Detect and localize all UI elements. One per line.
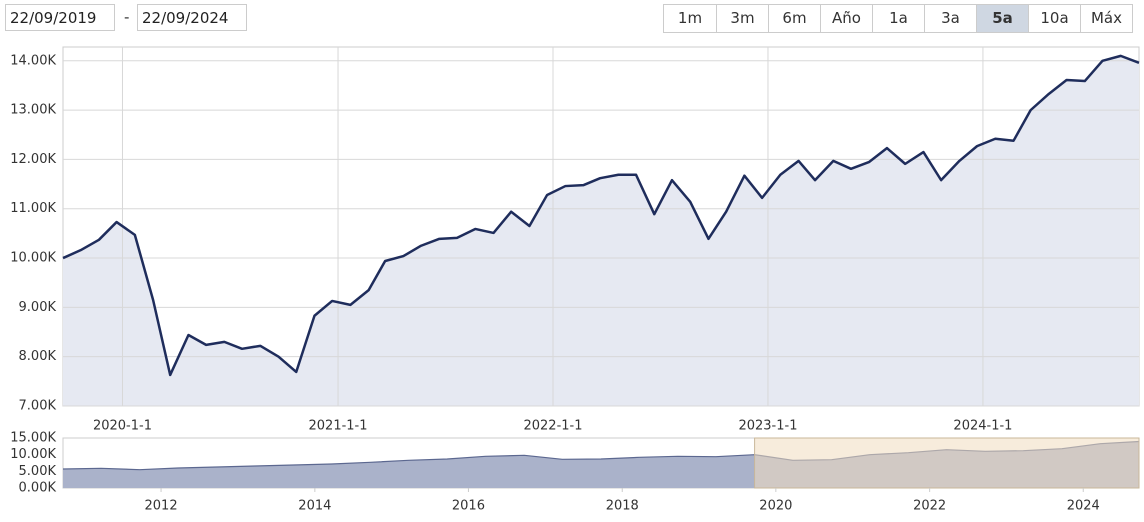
y-tick-label: 13.00K — [10, 103, 56, 118]
y-tick-label: 12.00K — [10, 152, 56, 167]
range-button[interactable]: 3m — [716, 5, 768, 32]
x-tick-label: 2020-1-1 — [93, 419, 152, 434]
x-tick-label: 2016 — [452, 499, 485, 514]
range-button[interactable]: 10a — [1028, 5, 1080, 32]
y-tick-label: 0.00K — [19, 481, 57, 496]
navigator-selection — [754, 437, 1140, 489]
range-button[interactable]: 6m — [768, 5, 820, 32]
x-tick-label: 2022-1-1 — [523, 419, 582, 434]
y-tick-label: 15.00K — [10, 431, 56, 446]
x-tick-label: 2018 — [606, 499, 639, 514]
y-tick-label: 7.00K — [19, 399, 57, 414]
line — [62, 54, 1140, 377]
y-tick-label: 14.00K — [10, 53, 56, 68]
range-button[interactable]: Máx — [1080, 5, 1132, 32]
date-to[interactable]: 22/09/2024 — [137, 4, 247, 31]
range-button[interactable]: 3a — [924, 5, 976, 32]
y-tick-label: 10.00K — [10, 251, 56, 266]
range-buttons: 1m 3m 6m Año 1a 3a 5a 10a Máx — [663, 4, 1133, 33]
y-tick-label: 5.00K — [19, 464, 57, 479]
range-button[interactable]: Año — [820, 5, 872, 32]
x-tick-label: 2023-1-1 — [738, 419, 797, 434]
x-tick-label: 2024 — [1067, 499, 1100, 514]
date-separator: - — [124, 8, 130, 26]
range-button[interactable]: 5a — [976, 5, 1028, 32]
x-tick-label: 2014 — [298, 499, 331, 514]
x-tick-label: 2021-1-1 — [309, 419, 368, 434]
y-tick-label: 9.00K — [19, 300, 57, 315]
range-button[interactable]: 1m — [677, 9, 703, 27]
x-tick-label: 2012 — [145, 499, 178, 514]
x-tick-label: 2024-1-1 — [953, 419, 1012, 434]
x-tick-label: 2020 — [759, 499, 792, 514]
area-fill — [63, 55, 1139, 406]
date-from[interactable]: 22/09/2019 — [5, 4, 115, 31]
y-tick-label: 10.00K — [10, 447, 56, 462]
range-button[interactable]: 1a — [872, 5, 924, 32]
y-tick-label: 8.00K — [19, 349, 57, 364]
y-tick-label: 11.00K — [10, 201, 56, 216]
x-tick-label: 2022 — [913, 499, 946, 514]
